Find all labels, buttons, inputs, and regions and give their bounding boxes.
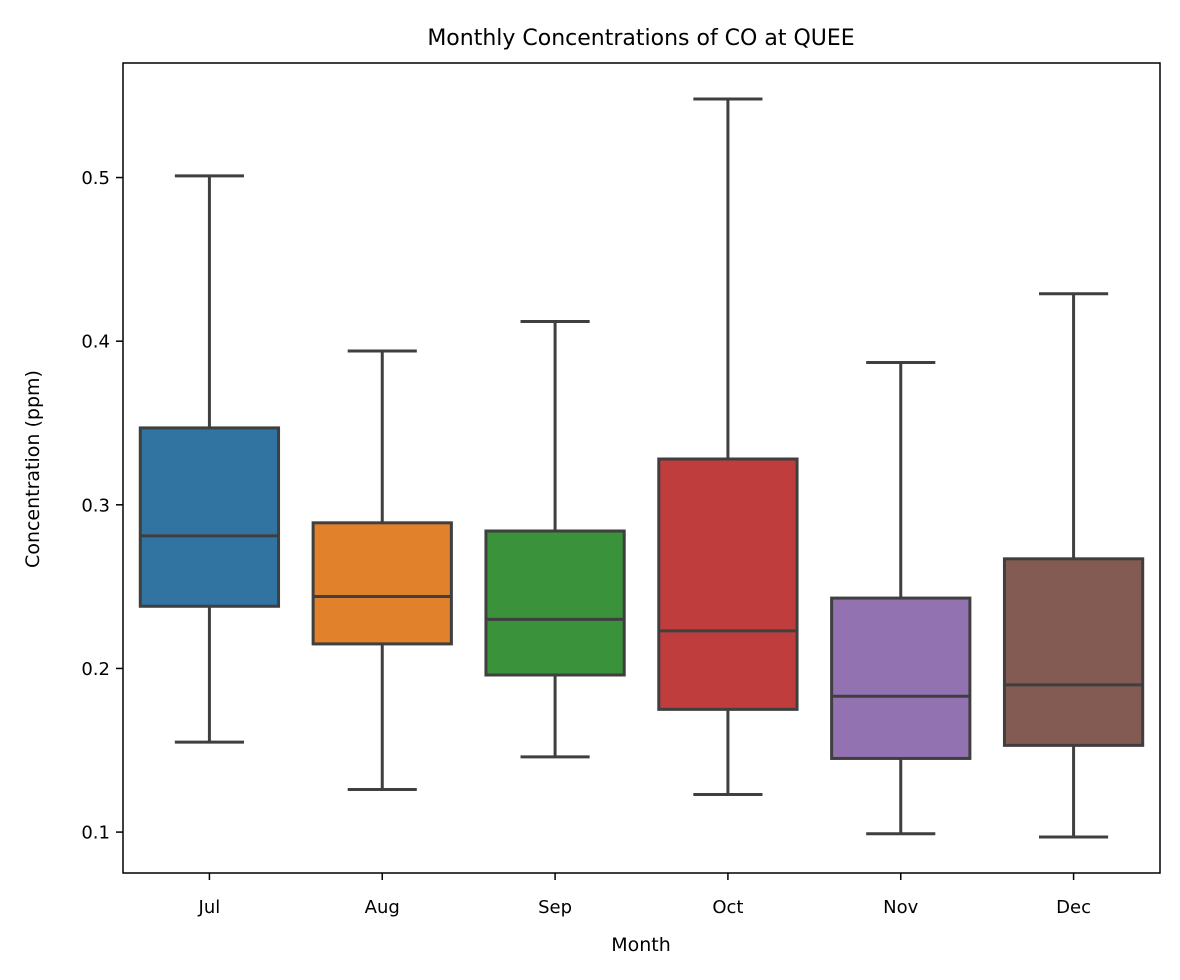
y-axis-label: Concentration (ppm) (22, 370, 44, 568)
x-tick-label-dec: Dec (1056, 897, 1091, 918)
x-tick-label-aug: Aug (365, 897, 400, 918)
plot-frame (122, 62, 1161, 874)
box-aug (311, 521, 453, 646)
chart-title: Monthly Concentrations of CO at QUEE (427, 26, 854, 51)
box-nov (830, 596, 972, 760)
y-tick-label-4: 0.5 (81, 168, 110, 189)
y-tick-label-2: 0.3 (81, 495, 110, 516)
box-oct (657, 457, 799, 711)
plot-area: 0.1 0.2 0.3 0.4 0.5 Jul Aug Sep Oct Nov Dec (81, 62, 1161, 918)
box-dec (1002, 557, 1145, 747)
x-tick-label-jul: Jul (198, 897, 221, 918)
x-tick-label-sep: Sep (538, 897, 572, 918)
box-jul (138, 426, 281, 608)
box-sep (484, 529, 626, 677)
y-tick-label-1: 0.2 (81, 659, 110, 680)
x-tick-label-nov: Nov (883, 897, 918, 918)
x-axis-label: Month (611, 934, 671, 956)
x-tick-label-oct: Oct (712, 897, 743, 918)
y-tick-label-3: 0.4 (81, 332, 110, 353)
y-tick-label-0: 0.1 (81, 823, 110, 844)
